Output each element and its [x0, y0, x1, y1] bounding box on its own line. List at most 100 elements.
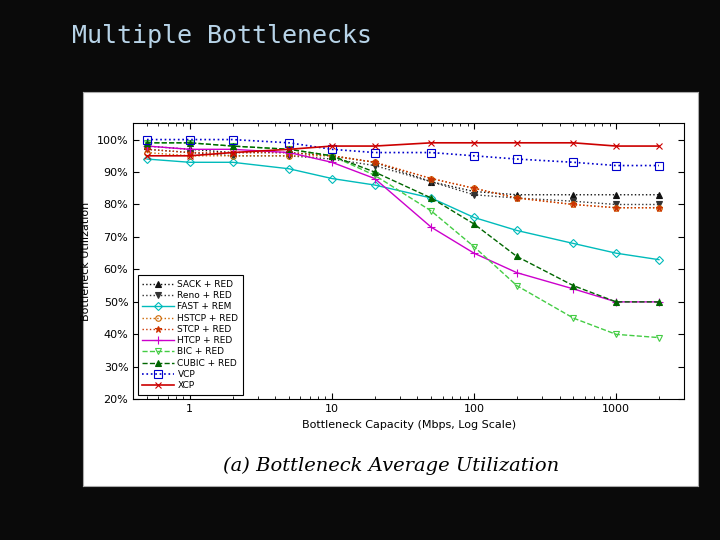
HTCP + RED — [143, 143, 151, 149]
FAST + REM — [569, 240, 577, 247]
FAST + REM — [186, 159, 194, 166]
SACK + RED — [370, 159, 379, 166]
XCP — [513, 139, 521, 146]
STCP + RED — [143, 146, 151, 152]
Reno + RED — [370, 163, 379, 169]
SACK + RED — [143, 143, 151, 149]
HTCP + RED — [569, 286, 577, 292]
Line: CUBIC + RED: CUBIC + RED — [144, 140, 662, 305]
VCP — [228, 136, 237, 143]
FAST + REM — [513, 227, 521, 234]
Text: (a) Bottleneck Average Utilization: (a) Bottleneck Average Utilization — [222, 457, 559, 475]
HSTCP + RED — [427, 176, 436, 182]
Line: Reno + RED: Reno + RED — [144, 146, 662, 207]
Reno + RED — [427, 179, 436, 185]
Reno + RED — [186, 150, 194, 156]
HTCP + RED — [654, 299, 663, 305]
SACK + RED — [186, 146, 194, 152]
VCP — [427, 150, 436, 156]
Reno + RED — [569, 198, 577, 205]
Reno + RED — [143, 146, 151, 152]
HTCP + RED — [328, 159, 336, 166]
STCP + RED — [186, 150, 194, 156]
Line: SACK + RED: SACK + RED — [144, 143, 662, 198]
CUBIC + RED — [186, 139, 194, 146]
HSTCP + RED — [143, 150, 151, 156]
Line: STCP + RED: STCP + RED — [143, 146, 662, 211]
BIC + RED — [228, 143, 237, 149]
VCP — [569, 159, 577, 166]
XCP — [186, 153, 194, 159]
HSTCP + RED — [328, 153, 336, 159]
HSTCP + RED — [513, 195, 521, 201]
Reno + RED — [612, 201, 621, 208]
FAST + REM — [469, 214, 478, 221]
Line: XCP: XCP — [143, 139, 662, 159]
XCP — [370, 143, 379, 149]
FAST + REM — [328, 176, 336, 182]
SACK + RED — [469, 188, 478, 195]
HTCP + RED — [427, 224, 436, 231]
VCP — [328, 146, 336, 152]
HTCP + RED — [285, 150, 294, 156]
BIC + RED — [469, 244, 478, 250]
VCP — [654, 163, 663, 169]
Reno + RED — [513, 195, 521, 201]
BIC + RED — [328, 153, 336, 159]
SACK + RED — [228, 150, 237, 156]
SACK + RED — [654, 192, 663, 198]
BIC + RED — [427, 208, 436, 214]
HSTCP + RED — [370, 159, 379, 166]
VCP — [186, 136, 194, 143]
HTCP + RED — [370, 176, 379, 182]
STCP + RED — [612, 205, 621, 211]
HTCP + RED — [228, 146, 237, 152]
HSTCP + RED — [569, 201, 577, 208]
SACK + RED — [513, 192, 521, 198]
XCP — [654, 143, 663, 149]
HSTCP + RED — [285, 153, 294, 159]
SACK + RED — [612, 192, 621, 198]
VCP — [143, 136, 151, 143]
FAST + REM — [370, 182, 379, 188]
CUBIC + RED — [143, 139, 151, 146]
SACK + RED — [427, 179, 436, 185]
HSTCP + RED — [186, 153, 194, 159]
FAST + REM — [143, 156, 151, 163]
CUBIC + RED — [285, 146, 294, 152]
Line: HTCP + RED: HTCP + RED — [143, 142, 663, 306]
CUBIC + RED — [370, 169, 379, 176]
HTCP + RED — [469, 250, 478, 256]
BIC + RED — [143, 139, 151, 146]
STCP + RED — [654, 205, 663, 211]
XCP — [328, 143, 336, 149]
SACK + RED — [569, 192, 577, 198]
CUBIC + RED — [328, 153, 336, 159]
VCP — [612, 163, 621, 169]
Line: VCP: VCP — [143, 136, 663, 170]
STCP + RED — [285, 150, 294, 156]
XCP — [143, 153, 151, 159]
STCP + RED — [228, 150, 237, 156]
Line: FAST + REM: FAST + REM — [144, 156, 662, 262]
Reno + RED — [654, 201, 663, 208]
XCP — [569, 139, 577, 146]
XCP — [228, 150, 237, 156]
STCP + RED — [513, 195, 521, 201]
XCP — [612, 143, 621, 149]
XCP — [469, 139, 478, 146]
VCP — [513, 156, 521, 163]
HTCP + RED — [186, 146, 194, 152]
Reno + RED — [285, 153, 294, 159]
STCP + RED — [469, 185, 478, 192]
Line: BIC + RED: BIC + RED — [144, 140, 662, 340]
HSTCP + RED — [228, 153, 237, 159]
XCP — [427, 139, 436, 146]
SACK + RED — [328, 153, 336, 159]
HSTCP + RED — [654, 205, 663, 211]
Reno + RED — [469, 192, 478, 198]
FAST + REM — [285, 166, 294, 172]
HTCP + RED — [612, 299, 621, 305]
BIC + RED — [186, 139, 194, 146]
HSTCP + RED — [469, 185, 478, 192]
